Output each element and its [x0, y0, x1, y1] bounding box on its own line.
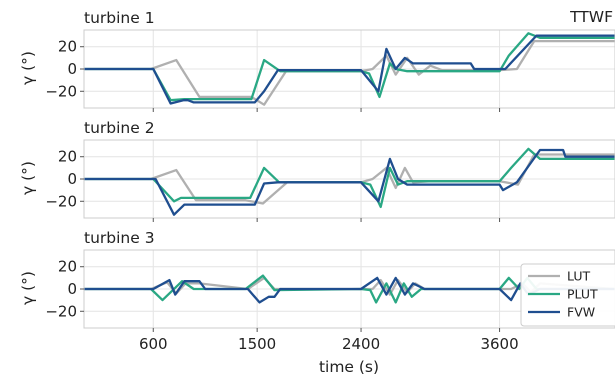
x-tick-label: 2400	[342, 335, 380, 353]
y-tick-label: −20	[45, 302, 77, 320]
series-line-fvw	[84, 148, 615, 216]
panel-title: turbine 2	[84, 119, 155, 137]
series-line-plut	[84, 274, 615, 304]
legend-box	[520, 263, 615, 327]
x-tick-label: 3600	[480, 335, 518, 353]
y-axis-label-turbine-2: γ (°)	[19, 161, 37, 195]
x-tick-label: 600	[139, 335, 168, 353]
series-group	[84, 274, 615, 304]
y-axis-label-turbine-3: γ (°)	[19, 271, 37, 305]
y-tick-label: 0	[67, 60, 77, 78]
series-group	[84, 32, 615, 106]
y-tick-label: 0	[67, 170, 77, 188]
legend-label-plut: PLUT	[567, 287, 598, 302]
y-tick-label: 0	[67, 280, 77, 298]
panel-title: turbine 1	[84, 9, 155, 27]
panel-title: turbine 3	[84, 229, 155, 247]
x-tick-label: 1500	[238, 335, 276, 353]
y-tick-label: 20	[58, 148, 77, 166]
series-line-lut	[84, 153, 615, 205]
y-tick-label: 20	[58, 38, 77, 56]
y-tick-label: 20	[58, 258, 77, 276]
x-axis-label: time (s)	[319, 358, 379, 376]
y-tick-label: −20	[45, 192, 77, 210]
panel-turbine-1: 20 0 −20 turbine 1	[45, 9, 615, 112]
series-line-lut	[84, 276, 615, 296]
series-line-fvw	[84, 276, 615, 304]
y-axis-label-turbine-1: γ (°)	[19, 51, 37, 85]
panels: 20 0 −20 turbine 1 20 0 −20 turbine 2 20 0 −20 600 1…	[45, 9, 615, 353]
y-tick-label: −20	[45, 82, 77, 100]
corner-label: TTWF	[569, 8, 613, 26]
series-line-plut	[84, 147, 615, 209]
legend-label-fvw: FVW	[567, 305, 595, 320]
legend: LUT PLUT FVW	[520, 263, 615, 327]
series-group	[84, 147, 615, 216]
series-line-fvw	[84, 34, 615, 105]
panel-turbine-2: 20 0 −20 turbine 2	[45, 119, 615, 222]
legend-label-lut: LUT	[567, 269, 590, 284]
